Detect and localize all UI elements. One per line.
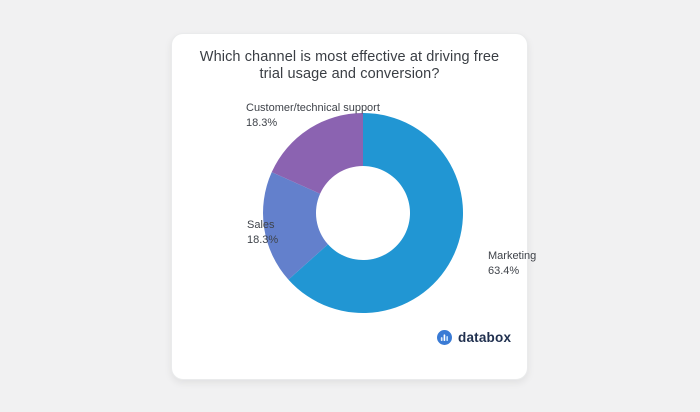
donut-segment-marketing [288,113,464,313]
chart-title: Which channel is most effective at drivi… [199,49,500,82]
databox-bar-chart-icon [437,330,452,345]
donut-segment-customer-technical-support [271,113,363,194]
databox-logo-text: databox [458,330,512,345]
chart-card: Which channel is most effective at drivi… [171,33,536,380]
donut-chart [263,113,464,313]
databox-logo: databox [437,330,511,345]
donut-segment-sales [263,172,328,280]
donut-chart-area [262,112,464,314]
